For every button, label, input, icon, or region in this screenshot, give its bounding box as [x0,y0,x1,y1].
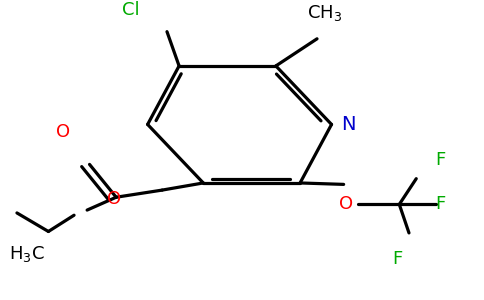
Text: H$_3$C: H$_3$C [9,244,45,264]
Text: Cl: Cl [122,1,139,19]
Text: N: N [341,115,356,134]
Text: O: O [106,190,121,208]
Text: F: F [436,151,446,169]
Text: CH$_3$: CH$_3$ [307,3,343,23]
Text: F: F [392,250,402,268]
Text: O: O [339,195,353,213]
Text: F: F [436,195,446,213]
Text: O: O [56,123,70,141]
